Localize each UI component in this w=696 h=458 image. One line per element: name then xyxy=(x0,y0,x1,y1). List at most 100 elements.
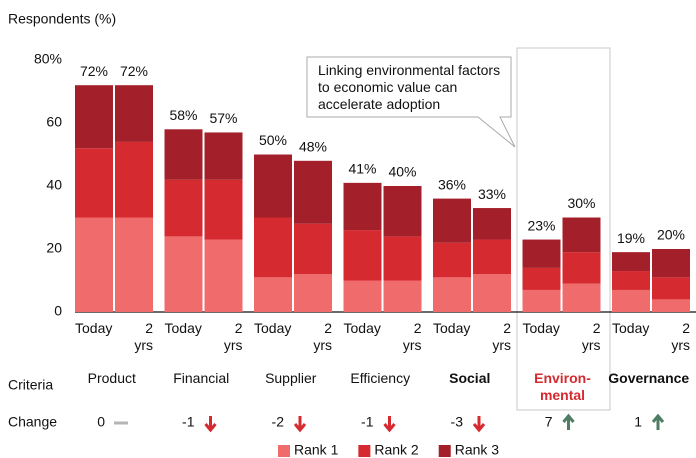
period-label: Today xyxy=(522,320,560,336)
total-label: 40% xyxy=(388,164,416,180)
total-label: 36% xyxy=(438,176,466,192)
change-arrow xyxy=(472,416,486,433)
bar-segment xyxy=(294,160,332,224)
period-label: Today xyxy=(164,320,202,336)
bar-segment xyxy=(383,236,422,281)
bar-segment xyxy=(522,289,561,312)
category-label: Product xyxy=(87,370,136,386)
period-label: Today xyxy=(433,320,471,336)
period-label: 2 yrs xyxy=(492,320,511,353)
category-label: Environ-mental xyxy=(534,370,591,403)
total-label: 19% xyxy=(617,230,645,246)
period-label: Today xyxy=(343,320,381,336)
bar-segment xyxy=(343,230,382,281)
category-label: Governance xyxy=(608,370,690,386)
period-label: 2 yrs xyxy=(581,320,601,353)
bar-segment xyxy=(204,132,243,180)
category-label: Efficiency xyxy=(350,370,411,386)
total-label: 41% xyxy=(348,161,376,177)
bar-segment xyxy=(164,129,203,180)
bar-segment xyxy=(254,277,292,312)
total-label: 48% xyxy=(299,139,327,155)
bar-segment xyxy=(164,179,203,237)
bar-segment xyxy=(562,217,601,253)
bar-segment xyxy=(473,208,511,240)
y-tick-label: 40 xyxy=(46,177,62,193)
legend-swatch xyxy=(438,445,451,457)
change-arrow xyxy=(651,413,665,430)
change-value: 0 xyxy=(97,414,105,430)
bar-segment xyxy=(75,148,113,218)
total-label: 20% xyxy=(657,227,685,243)
change-value: -3 xyxy=(451,414,464,430)
y-tick-label: 60 xyxy=(46,114,62,130)
total-label: 33% xyxy=(478,186,506,202)
bar-segment xyxy=(294,274,332,312)
legend-label: Rank 1 xyxy=(294,442,339,458)
change-value: -1 xyxy=(361,414,374,430)
change-value: -2 xyxy=(272,414,285,430)
bar-segment xyxy=(652,277,690,300)
bar-segment xyxy=(115,217,153,312)
bar-segment xyxy=(254,154,292,218)
period-label: 2 yrs xyxy=(134,320,153,353)
bar-segment xyxy=(254,217,292,278)
bar-segment xyxy=(294,223,332,275)
total-label: 58% xyxy=(169,107,197,123)
bar-segment xyxy=(75,85,113,149)
annotation: Linking environmental factors to economi… xyxy=(318,62,501,112)
change-value: 1 xyxy=(634,414,642,430)
bar-segment xyxy=(562,283,601,312)
category-label: Supplier xyxy=(265,370,317,386)
total-label: 72% xyxy=(80,63,108,79)
period-label: 2 yrs xyxy=(223,320,243,353)
legend-label: Rank 2 xyxy=(374,442,419,458)
total-label: 57% xyxy=(209,110,237,126)
bar-segment xyxy=(652,299,690,312)
bar-segment xyxy=(115,85,153,142)
y-tick-label: 0 xyxy=(54,303,62,319)
period-label: 2 yrs xyxy=(313,320,332,353)
total-label: 72% xyxy=(120,63,148,79)
category-label: Financial xyxy=(173,370,230,386)
bar-segment xyxy=(204,239,243,312)
change-value: 7 xyxy=(545,414,553,430)
bar-segment xyxy=(164,236,203,312)
bar-segment xyxy=(522,267,561,290)
bar-segment xyxy=(343,280,382,312)
legend-label: Rank 3 xyxy=(455,442,500,458)
period-label: Today xyxy=(254,320,292,336)
total-label: 23% xyxy=(527,217,555,233)
y-tick-label: 80% xyxy=(34,51,62,67)
highlight-box xyxy=(516,47,611,411)
bar-segment xyxy=(75,217,113,312)
legend-swatch xyxy=(358,445,371,457)
bar-segment xyxy=(612,252,650,272)
change-arrow xyxy=(204,416,217,433)
period-label: 2 yrs xyxy=(402,320,422,353)
bar-segment xyxy=(473,274,511,312)
legend-swatch xyxy=(278,445,290,457)
bar-segment xyxy=(612,271,650,290)
y-axis-label: Respondents (%) xyxy=(8,11,116,27)
bar-segment xyxy=(433,198,471,243)
period-label: Today xyxy=(612,320,650,336)
bar-segment xyxy=(383,186,422,237)
bar-segment xyxy=(473,239,511,275)
bar-segment xyxy=(433,277,471,312)
change-value: -1 xyxy=(182,414,195,430)
change-arrow xyxy=(293,416,307,433)
bar-segment xyxy=(204,179,243,240)
row-label: Change xyxy=(8,414,57,430)
period-label: Today xyxy=(75,320,113,336)
bar-segment xyxy=(343,182,382,231)
change-arrow xyxy=(383,416,396,433)
period-label: 2 yrs xyxy=(671,320,690,353)
bar-segment xyxy=(115,141,153,218)
callout xyxy=(306,56,516,148)
total-label: 30% xyxy=(567,195,595,211)
bar-segment xyxy=(612,289,650,312)
bar-segment xyxy=(383,280,422,312)
